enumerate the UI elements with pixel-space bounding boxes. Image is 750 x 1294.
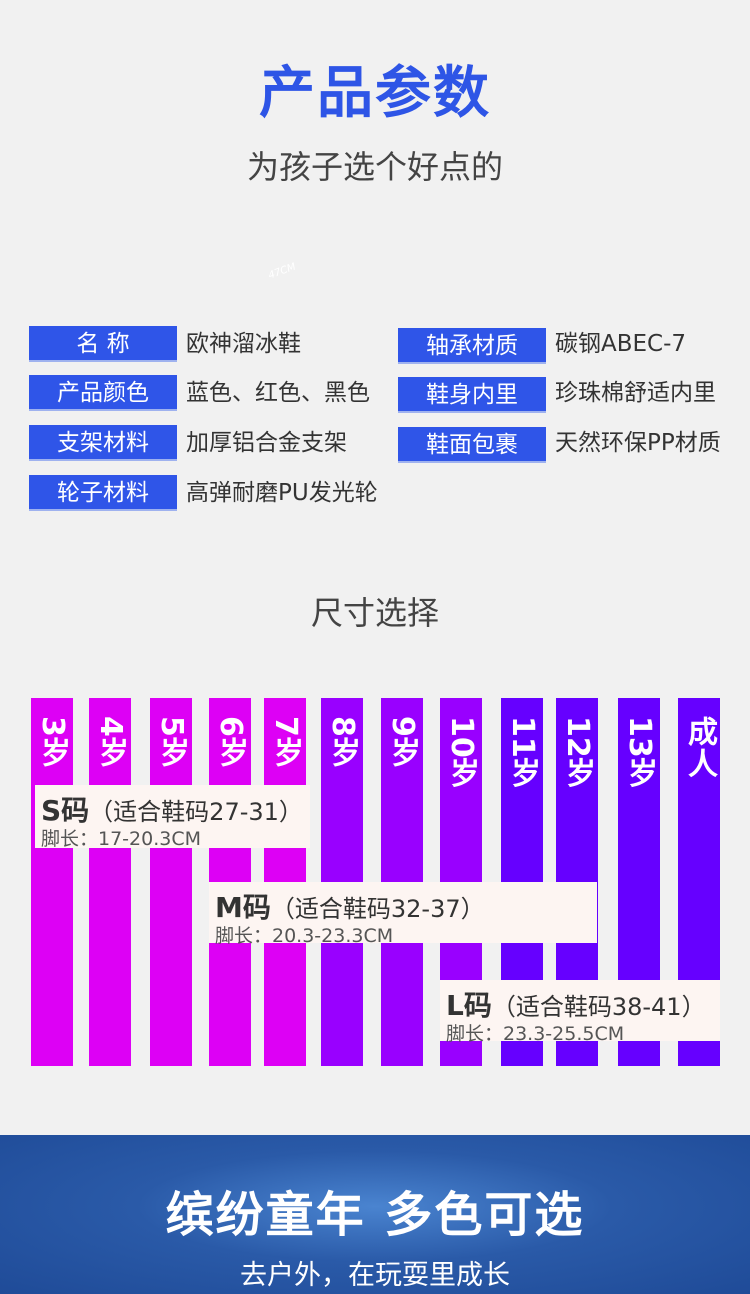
foot-length: 脚长：20.3-23.3CM (215, 925, 394, 947)
size-box-s: S码（适合鞋码27-31） 脚长：17-20.3CM (35, 785, 310, 850)
size-box-m: M码（适合鞋码32-37） 脚长：20.3-23.3CM (209, 882, 597, 947)
age-label: 9岁 (385, 716, 420, 767)
bottom-banner: 缤纷童年 多色可选 去户外，在玩耍里成长 (0, 1135, 750, 1294)
age-bar: 3岁 (31, 698, 73, 1066)
param-value: 天然环保PP材质 (555, 430, 721, 456)
banner-title: 缤纷童年 多色可选 (165, 1187, 585, 1243)
param-value: 珍珠棉舒适内里 (555, 380, 716, 406)
param-label: 支架材料 (29, 425, 177, 461)
size-box-l: L码（适合鞋码38-41） 脚长：23.3-25.5CM (440, 980, 720, 1045)
age-label: 7岁 (268, 716, 303, 767)
page-title: 产品参数 (259, 61, 491, 126)
foot-length: 脚长：17-20.3CM (41, 828, 201, 850)
param-value: 加厚铝合金支架 (186, 430, 347, 456)
param-label: 产品颜色 (29, 375, 177, 411)
size-code: L码 (446, 989, 492, 1022)
age-bar: 5岁 (150, 698, 192, 1066)
age-label: 13岁 (622, 716, 657, 788)
page-subtitle: 为孩子选个好点的 (246, 148, 503, 186)
size-fit: （适合鞋码27-31） (89, 798, 303, 826)
param-label: 鞋面包裹 (398, 427, 546, 463)
age-label: 12岁 (560, 716, 595, 788)
size-fit: （适合鞋码38-41） (491, 993, 706, 1021)
param-label: 轮子材料 (29, 475, 177, 511)
param-value: 欧神溜冰鞋 (186, 331, 301, 357)
age-label: 5岁 (154, 716, 189, 767)
param-value: 蓝色、红色、黑色 (186, 380, 370, 406)
age-label: 8岁 (325, 716, 360, 767)
size-code: S码 (41, 794, 90, 827)
watermark-text: 47CM (266, 261, 298, 282)
age-label: 4岁 (93, 716, 128, 767)
banner-subtitle: 去户外，在玩耍里成长 (240, 1260, 510, 1291)
foot-length: 脚长：23.3-25.5CM (446, 1023, 625, 1045)
param-label: 名 称 (29, 326, 177, 362)
param-value: 高弹耐磨PU发光轮 (186, 480, 378, 506)
age-label: 成人 (682, 716, 717, 780)
age-bar: 4岁 (89, 698, 131, 1066)
age-label: 3岁 (35, 716, 70, 767)
param-value: 碳钢ABEC-7 (555, 331, 687, 357)
param-label: 鞋身内里 (398, 377, 546, 413)
param-label: 轴承材质 (398, 328, 546, 364)
age-label: 6岁 (213, 716, 248, 767)
size-fit: （适合鞋码32-37） (270, 895, 485, 923)
age-label: 11岁 (505, 716, 540, 788)
size-section-title: 尺寸选择 (310, 594, 439, 632)
size-code: M码 (215, 891, 271, 924)
age-label: 10岁 (444, 716, 479, 788)
